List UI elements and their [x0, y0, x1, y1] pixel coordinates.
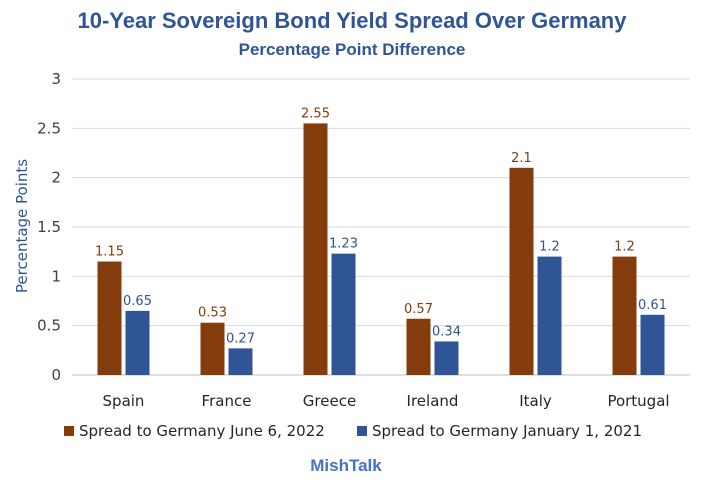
data-label: 2.1	[511, 151, 532, 166]
y-tick-label: 2.5	[37, 119, 61, 137]
legend-label: Spread to Germany June 6, 2022	[79, 422, 325, 440]
legend-swatch	[64, 426, 74, 436]
y-tick-label: 2	[51, 169, 61, 187]
credit-text: MishTalk	[310, 456, 382, 475]
y-tick-label: 3	[51, 70, 61, 88]
bar	[97, 261, 122, 375]
y-tick-label: 1	[51, 267, 61, 285]
bar	[640, 314, 665, 375]
category-label: Italy	[519, 392, 552, 410]
bar	[331, 253, 356, 375]
data-label: 0.53	[198, 306, 227, 321]
bar	[434, 341, 459, 375]
category-label: France	[202, 392, 252, 410]
legend-swatch	[357, 426, 367, 436]
data-label: 1.2	[539, 240, 560, 255]
data-labels: 1.15 0.65 0.53 0.27 2.55 1.23 0.57 0.34 2.1 1.2 1.…	[95, 106, 667, 346]
data-label: 0.61	[638, 298, 667, 313]
bar	[509, 167, 534, 375]
bar	[228, 348, 253, 375]
data-label: 0.34	[432, 324, 461, 339]
y-tick-labels: 0 0.5 1 1.5 2 2.5 3	[37, 70, 61, 384]
y-tick-label: 1.5	[37, 218, 61, 236]
bars	[97, 123, 665, 376]
legend-label: Spread to Germany January 1, 2021	[372, 422, 642, 440]
data-label: 0.57	[404, 302, 433, 317]
y-axis-label: Percentage Points	[13, 159, 31, 293]
gridlines	[72, 78, 690, 376]
category-label: Ireland	[407, 392, 459, 410]
bar	[537, 256, 562, 375]
data-label: 1.23	[329, 237, 358, 252]
data-label: 0.27	[226, 331, 255, 346]
legend: Spread to Germany June 6, 2022 Spread to …	[64, 422, 642, 440]
category-label: Spain	[103, 392, 145, 410]
bar	[303, 123, 328, 376]
y-tick-label: 0	[51, 366, 61, 384]
bar	[200, 322, 225, 375]
chart-title: 10-Year Sovereign Bond Yield Spread Over…	[77, 8, 627, 33]
category-label: Portugal	[607, 392, 669, 410]
bar	[612, 256, 637, 375]
data-label: 2.55	[301, 106, 330, 121]
category-label: Greece	[303, 392, 356, 410]
category-labels: Spain France Greece Ireland Italy Portugal	[103, 392, 670, 410]
y-tick-label: 0.5	[37, 317, 61, 335]
data-label: 0.65	[123, 294, 152, 309]
bar	[125, 310, 150, 375]
data-label: 1.2	[614, 240, 635, 255]
data-label: 1.15	[95, 245, 124, 260]
bar	[406, 318, 431, 375]
chart-subtitle: Percentage Point Difference	[239, 40, 466, 59]
